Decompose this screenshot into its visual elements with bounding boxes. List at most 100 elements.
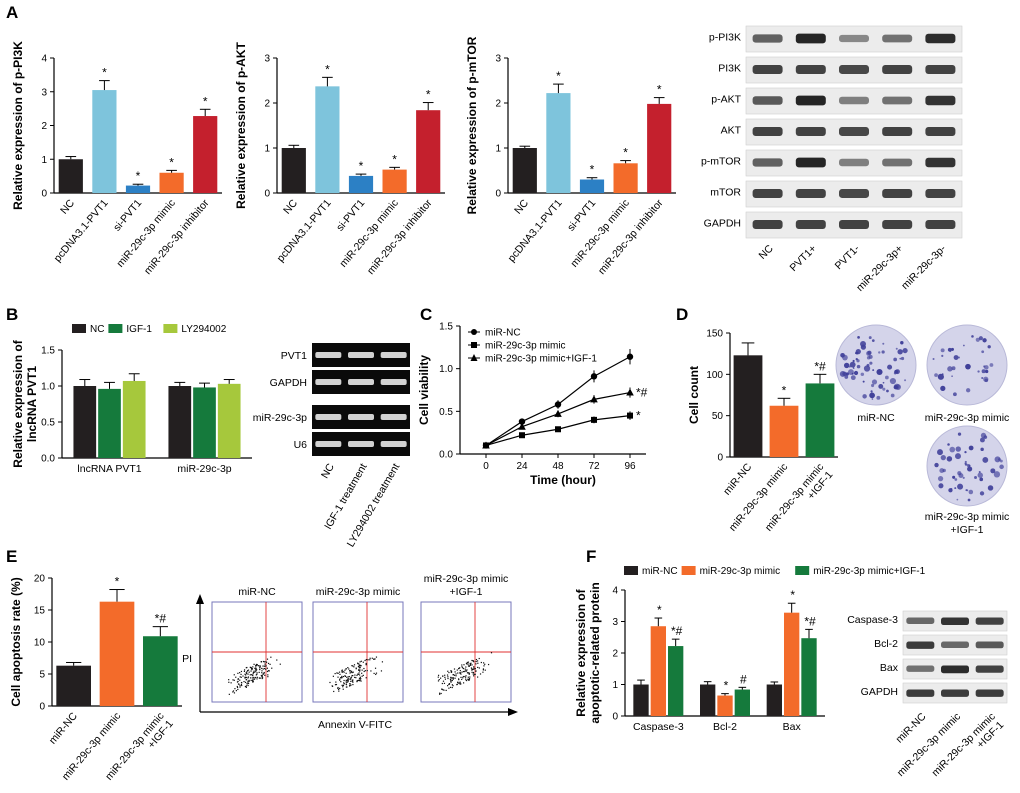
flow-event (457, 681, 459, 683)
e-y-tick-label-0: 0 (39, 702, 45, 713)
f-bar-2-0 (766, 684, 782, 716)
colony-dot (937, 476, 944, 482)
colony-dot (869, 392, 875, 399)
blot-a-band-3-1 (795, 127, 826, 136)
flow-event (243, 680, 245, 683)
flow-event (350, 671, 352, 673)
flow-event (349, 683, 351, 685)
flow-event (358, 664, 361, 666)
flow-event (251, 677, 253, 679)
colony-dot (871, 383, 875, 388)
flow-event (239, 672, 241, 674)
colony-dot (958, 473, 964, 479)
flow-event (348, 668, 350, 670)
colony-dot (981, 369, 986, 374)
d-y-label: Cell count (687, 366, 701, 424)
flow-event (344, 675, 346, 677)
a2-annotation-3: * (392, 152, 397, 166)
colony-dot (860, 344, 866, 350)
flow-event (364, 670, 366, 672)
d-bar-1 (769, 405, 799, 457)
flow-event (438, 679, 440, 681)
flow-event (345, 680, 347, 682)
a3-annotation-2: * (590, 163, 595, 177)
flow-event (484, 669, 486, 671)
colony-dot (849, 361, 856, 368)
colony-dot (856, 364, 861, 369)
colony-label-line: miR-NC (857, 412, 895, 424)
colony-dot (953, 355, 959, 360)
c-x-label: Time (hour) (530, 473, 596, 487)
b-legend-label-2: LY294002 (181, 324, 226, 335)
c-x-tick-label-0: 0 (483, 461, 489, 472)
flow-event (240, 676, 242, 678)
flow-y-label: PI (182, 653, 192, 665)
flow-event (358, 665, 360, 667)
flow-event (262, 673, 264, 675)
flow-event (460, 676, 462, 678)
flow-event (267, 670, 270, 672)
flow-event (469, 664, 472, 666)
flow-event (439, 693, 441, 695)
b-y-label-line: lncRNA PVT1 (25, 366, 39, 443)
flow-event (247, 680, 249, 682)
flow-event (356, 681, 358, 683)
flow-event (267, 676, 269, 678)
colony-dot (990, 468, 996, 474)
panel-letter-e: E (6, 547, 17, 566)
e-bar-0 (56, 665, 91, 706)
flow-event (250, 674, 252, 676)
c-legend-label-2: miR-29c-3p mimic+IGF-1 (485, 354, 597, 365)
flow-event (261, 667, 263, 670)
flow-event (354, 674, 356, 676)
blot-a-band-3-3 (882, 127, 913, 136)
flow-event (351, 680, 353, 682)
a2-y-tick-label-3: 3 (264, 54, 270, 65)
flow-event (352, 679, 354, 681)
flow-event (337, 687, 339, 690)
a2-bar-3 (382, 169, 407, 193)
flow-event (446, 674, 449, 676)
blot-a-band-0-0 (752, 34, 783, 43)
flow-event (262, 660, 265, 663)
flow-event (468, 673, 470, 675)
a1-bar-0 (58, 159, 83, 193)
flow-event (453, 668, 456, 670)
colony-dot (967, 498, 971, 502)
colony-dot (963, 344, 965, 347)
flow-event (461, 666, 463, 668)
c-point-0-3 (590, 373, 598, 380)
colony-dot (904, 379, 907, 382)
flow-event (466, 679, 468, 682)
a3-category-0: NC (512, 197, 531, 217)
b-category-0: lncRNA PVT1 (77, 463, 141, 475)
flow-event (252, 671, 255, 673)
e-y-tick-label-2: 10 (34, 638, 46, 649)
colony-dot (966, 489, 969, 492)
b-bar-0-0 (73, 386, 97, 458)
flow-event (459, 681, 461, 683)
flow-event (235, 690, 237, 692)
f-bar-0-1 (650, 626, 666, 716)
flow-event (249, 677, 252, 679)
colony-dot (887, 364, 893, 370)
flow-event (265, 665, 267, 667)
flow-event (450, 678, 452, 680)
colony-dot (994, 456, 1001, 463)
flow-event (362, 661, 364, 663)
blot-a-row-label-6: GAPDH (704, 218, 741, 230)
colony-dot (876, 395, 881, 400)
flow-event (444, 678, 446, 680)
flow-event (477, 662, 479, 664)
flow-event (451, 684, 453, 686)
flow-title-line: miR-29c-3p mimic (424, 573, 509, 585)
colony-dot (899, 357, 902, 360)
flow-event (261, 675, 263, 677)
flow-event (473, 668, 475, 670)
flow-event (329, 681, 331, 684)
flow-event (482, 668, 485, 670)
f-y-tick-label-4: 4 (612, 586, 618, 597)
colony-dot (871, 379, 878, 385)
colony-dot (844, 375, 849, 379)
